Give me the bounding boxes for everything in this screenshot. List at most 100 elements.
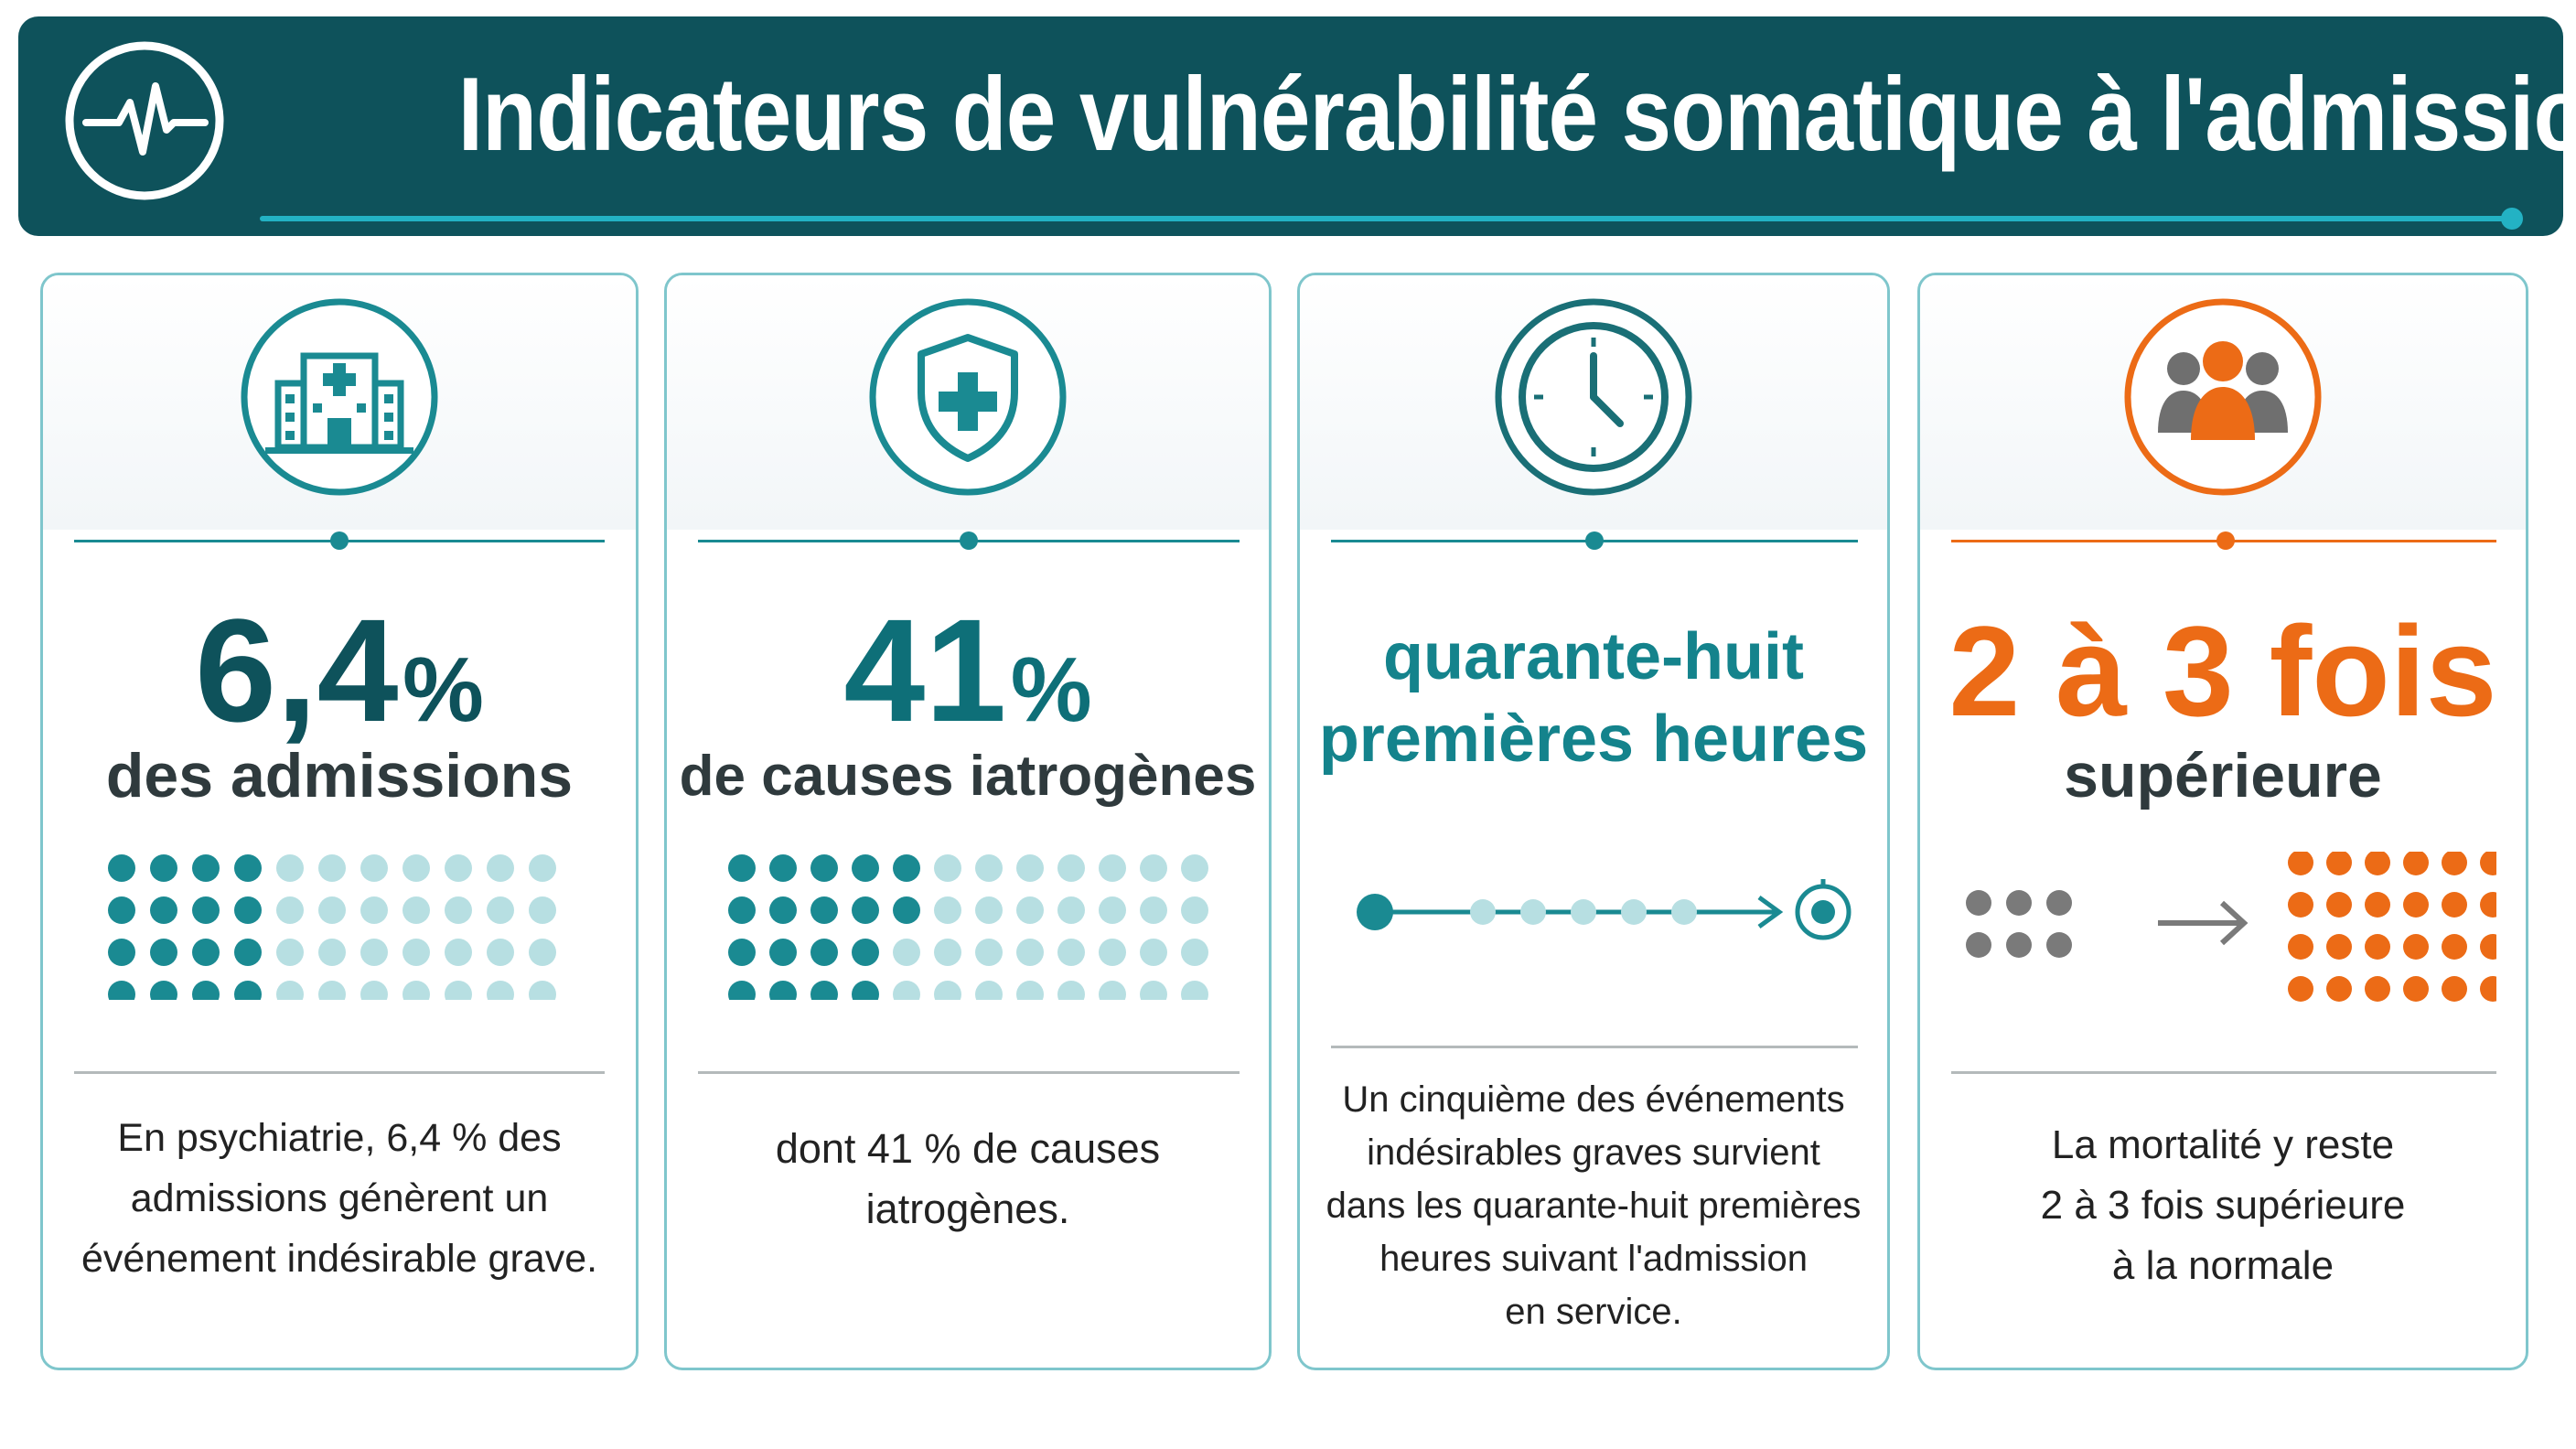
filled-dot (852, 854, 879, 882)
elevated-dot (2326, 852, 2352, 875)
empty-dot (1057, 939, 1085, 966)
stat-label: de causes iatrogènes (679, 745, 1257, 808)
empty-dot (360, 939, 388, 966)
filled-dot (728, 854, 756, 882)
empty-dot (934, 939, 961, 966)
elevated-dot (2365, 976, 2390, 1002)
elevated-dot (2480, 976, 2496, 1002)
filled-dot (234, 854, 262, 882)
filled-dot (192, 939, 220, 966)
filled-dot (150, 981, 177, 1000)
empty-dot (1099, 939, 1126, 966)
empty-dot (1016, 939, 1044, 966)
shield-plus-icon (869, 298, 1067, 496)
filled-dot (810, 854, 838, 882)
filled-dot (234, 981, 262, 1000)
filled-dot (769, 896, 797, 924)
empty-dot (529, 939, 556, 966)
timeline-step-dot (1621, 899, 1647, 925)
elevated-dot (2326, 976, 2352, 1002)
empty-dot (1057, 896, 1085, 924)
empty-dot (360, 854, 388, 882)
empty-dot (975, 896, 1003, 924)
timeline-step-dot (1671, 899, 1697, 925)
card-iatrogenic: 41 % de causes iatrogènes dont 41 % de c… (664, 273, 1272, 1370)
timeline-arrow (1757, 895, 1784, 929)
mortality-comparison (1966, 852, 2496, 1002)
empty-dot (529, 981, 556, 1000)
filled-dot (769, 854, 797, 882)
elevated-dot (2403, 852, 2429, 875)
hospital-icon (241, 298, 438, 496)
filled-dot (234, 939, 262, 966)
dot-grid (108, 854, 556, 1000)
empty-dot (276, 939, 304, 966)
group-people-icon (2124, 298, 2322, 496)
empty-dot (1057, 981, 1085, 1000)
empty-dot (1140, 854, 1167, 882)
elevated-dot (2288, 852, 2313, 875)
empty-dot (402, 981, 430, 1000)
empty-dot (487, 981, 514, 1000)
empty-dot (934, 981, 961, 1000)
empty-dot (1181, 896, 1208, 924)
filled-dot (150, 939, 177, 966)
header-banner: Indicateurs de vulnérabilité somatique à… (18, 16, 2576, 236)
empty-dot (445, 939, 472, 966)
filled-dot (810, 939, 838, 966)
filled-dot (192, 854, 220, 882)
elevated-dot (2480, 852, 2496, 875)
filled-dot (728, 896, 756, 924)
clock-icon (1495, 298, 1692, 496)
baseline-dot (2006, 932, 2032, 958)
empty-dot (934, 896, 961, 924)
baseline-dot (1966, 932, 1991, 958)
empty-dot (1181, 981, 1208, 1000)
filled-dot (810, 896, 838, 924)
filled-dot (192, 981, 220, 1000)
stat-value: quarante-huit premières heures (1318, 620, 1869, 776)
empty-dot (1016, 896, 1044, 924)
timeline (1357, 879, 1852, 940)
empty-dot (445, 896, 472, 924)
filled-dot (108, 939, 135, 966)
elevated-dot (2442, 852, 2467, 875)
empty-dot (1140, 981, 1167, 1000)
empty-dot (360, 981, 388, 1000)
page-title: Indicateurs de vulnérabilité somatique à… (457, 57, 2576, 173)
elevated-dot (2480, 892, 2496, 918)
empty-dot (529, 854, 556, 882)
empty-dot (1099, 981, 1126, 1000)
timeline-step-dot (1571, 899, 1596, 925)
filled-dot (108, 981, 135, 1000)
stat-description: Un cinquième des événements indésirables… (1326, 1079, 1862, 1332)
empty-dot (318, 939, 346, 966)
stat-value: 6,4 % (195, 588, 484, 752)
elevated-dot (2403, 976, 2429, 1002)
dot-grid (728, 854, 1208, 1000)
timeline-target-dot (1811, 900, 1835, 924)
elevated-dot (2288, 976, 2313, 1002)
empty-dot (934, 854, 961, 882)
elevated-dot (2365, 852, 2390, 875)
baseline-dot (1966, 890, 1991, 916)
empty-dot (276, 981, 304, 1000)
empty-dot (276, 896, 304, 924)
elevated-dot (2288, 934, 2313, 960)
empty-dot (975, 939, 1003, 966)
empty-dot (318, 854, 346, 882)
filled-dot (810, 981, 838, 1000)
filled-dot (852, 939, 879, 966)
filled-dot (769, 939, 797, 966)
empty-dot (487, 939, 514, 966)
empty-dot (975, 981, 1003, 1000)
empty-dot (360, 896, 388, 924)
timeline-start-dot (1357, 894, 1393, 930)
filled-dot (893, 854, 920, 882)
empty-dot (529, 896, 556, 924)
filled-dot (852, 981, 879, 1000)
empty-dot (1140, 896, 1167, 924)
empty-dot (1099, 896, 1126, 924)
elevated-dot (2288, 892, 2313, 918)
filled-dot (728, 939, 756, 966)
